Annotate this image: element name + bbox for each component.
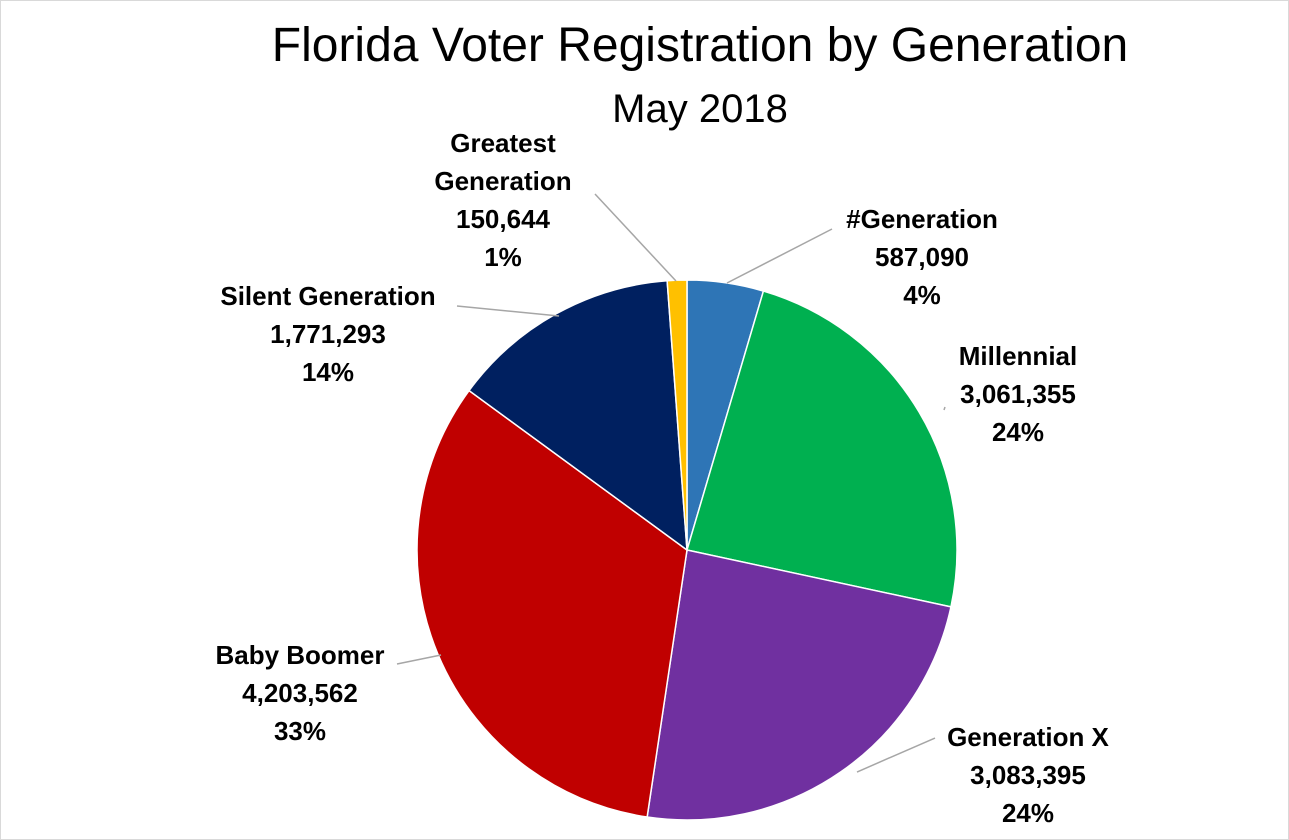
leader-line	[943, 406, 946, 411]
data-label: Generation X 3,083,395 24%	[947, 722, 1109, 828]
label-percent: 24%	[992, 417, 1044, 447]
label-name: Silent Generation	[220, 281, 435, 311]
chart-subtitle: May 2018	[612, 87, 788, 131]
label-name: Baby Boomer	[215, 640, 384, 670]
label-name: Millennial	[959, 341, 1077, 371]
label-percent: 14%	[302, 357, 354, 387]
label-value: 3,083,395	[970, 760, 1086, 790]
label-name: Greatest	[450, 128, 556, 158]
label-percent: 33%	[274, 716, 326, 746]
label-percent: 24%	[1002, 798, 1054, 828]
label-name: #Generation	[846, 204, 998, 234]
leader-line	[594, 193, 677, 282]
label-value: 4,203,562	[242, 678, 358, 708]
chart-title: Florida Voter Registration by Generation	[271, 19, 1129, 72]
pie-slice	[686, 290, 958, 608]
data-label: Silent Generation 1,771,293 14%	[220, 281, 435, 387]
label-value: 3,061,355	[960, 379, 1076, 409]
leader-line	[726, 228, 833, 284]
leader-line	[396, 654, 442, 665]
label-value: 150,644	[456, 204, 551, 234]
pie-slice	[468, 279, 688, 552]
label-name: Generation	[434, 166, 571, 196]
label-value: 587,090	[875, 242, 969, 272]
label-value: 1,771,293	[270, 319, 386, 349]
leader-line	[856, 737, 936, 773]
pie-slice	[666, 279, 688, 551]
label-name: Generation X	[947, 722, 1109, 752]
pie-slice	[416, 389, 688, 818]
pie-slice	[646, 549, 952, 821]
leader-line	[456, 305, 560, 317]
label-percent: 1%	[484, 242, 522, 272]
label-percent: 4%	[903, 280, 941, 310]
data-label: Baby Boomer 4,203,562 33%	[215, 640, 384, 746]
data-label: #Generation 587,090 4%	[846, 204, 998, 310]
data-label: Millennial 3,061,355 24%	[959, 341, 1077, 447]
data-label: Greatest Generation 150,644 1%	[434, 128, 571, 272]
